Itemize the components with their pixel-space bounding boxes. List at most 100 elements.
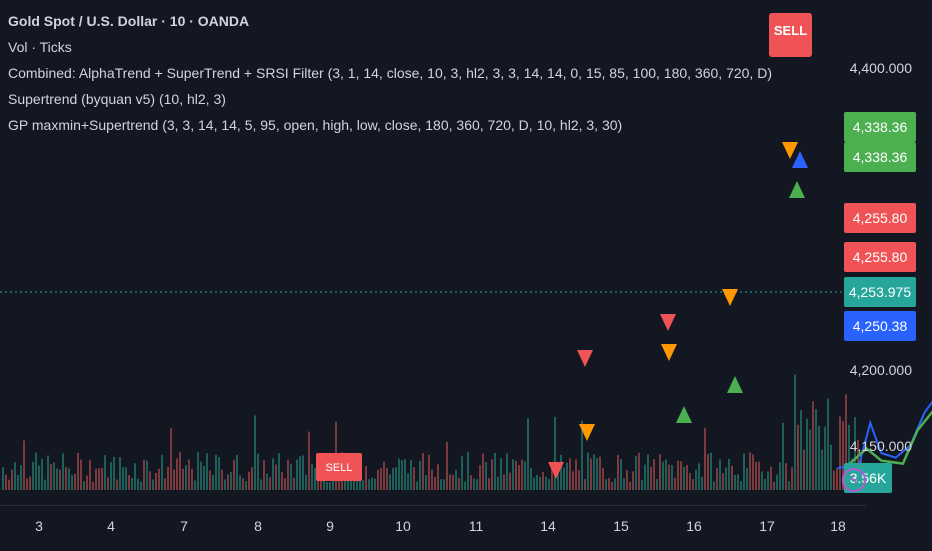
volume-bar bbox=[107, 477, 109, 490]
volume-bar bbox=[86, 475, 88, 490]
legend-gp-maxmin[interactable]: GP maxmin+Supertrend (3, 3, 14, 14, 5, 9… bbox=[8, 117, 623, 133]
volume-bar bbox=[722, 473, 724, 490]
volume-bar bbox=[53, 462, 55, 490]
volume-bar bbox=[515, 460, 517, 490]
volume-bar bbox=[707, 454, 709, 490]
x-tick-label: 4 bbox=[107, 518, 115, 534]
volume-bar bbox=[89, 459, 91, 490]
volume-bar bbox=[821, 449, 823, 490]
volume-bar bbox=[326, 481, 328, 490]
volume-bar bbox=[359, 474, 361, 490]
volume-bar bbox=[581, 420, 583, 490]
time-axis[interactable]: 3 4 7 8 9 10 11 14 15 16 17 18 bbox=[0, 505, 866, 551]
volume-bar bbox=[599, 456, 601, 490]
volume-bar bbox=[347, 472, 349, 490]
volume-bar bbox=[182, 468, 184, 490]
volume-bar bbox=[542, 471, 544, 490]
volume-bar bbox=[674, 477, 676, 490]
volume-bar bbox=[194, 480, 196, 490]
volume-bar bbox=[665, 459, 667, 490]
volume-bar bbox=[206, 453, 208, 490]
volume-bar bbox=[218, 457, 220, 490]
volume-bar bbox=[818, 425, 820, 490]
volume-bar bbox=[842, 421, 844, 490]
volume-bar bbox=[623, 478, 625, 490]
volume-bar bbox=[80, 459, 82, 490]
volume-bar bbox=[839, 416, 841, 490]
volume-bar bbox=[752, 454, 754, 490]
volume-bar bbox=[569, 458, 571, 490]
volume-bar bbox=[392, 468, 394, 490]
volume-bar bbox=[305, 474, 307, 490]
volume-bar bbox=[797, 424, 799, 490]
symbol-title[interactable]: Gold Spot / U.S. Dollar · 10 · OANDA bbox=[8, 13, 250, 29]
volume-bar bbox=[74, 473, 76, 490]
volume-bar bbox=[122, 467, 124, 490]
series-line-1 bbox=[844, 410, 932, 470]
volume-bar bbox=[200, 461, 202, 490]
volume-bar bbox=[758, 461, 760, 490]
volume-bar bbox=[461, 455, 463, 490]
series-line-0 bbox=[837, 400, 932, 470]
volume-bar bbox=[767, 471, 769, 490]
volume-bar bbox=[608, 477, 610, 490]
volume-bar bbox=[131, 477, 133, 490]
volume-bar bbox=[125, 467, 127, 490]
volume-bar bbox=[635, 455, 637, 490]
volume-bar bbox=[479, 465, 481, 490]
volume-bar bbox=[698, 463, 700, 490]
volume-bar bbox=[836, 468, 838, 490]
volume-bar bbox=[278, 453, 280, 490]
sell-signal-label-small: SELL bbox=[316, 453, 362, 481]
volume-bar bbox=[524, 461, 526, 490]
volume-bar bbox=[395, 467, 397, 490]
volume-bar bbox=[764, 478, 766, 490]
volume-bar bbox=[497, 476, 499, 490]
y-tick-label: 4,400.000 bbox=[849, 60, 912, 76]
volume-bar bbox=[668, 464, 670, 490]
volume-bar bbox=[92, 481, 94, 490]
x-tick-label: 14 bbox=[540, 518, 556, 534]
volume-bar bbox=[803, 449, 805, 490]
legend-supertrend[interactable]: Supertrend (byquan v5) (10, hl2, 3) bbox=[8, 91, 226, 107]
volume-bar bbox=[263, 460, 265, 490]
volume-bar bbox=[557, 466, 559, 490]
volume-bar bbox=[110, 462, 112, 490]
lightning-icon[interactable]: ϟ bbox=[842, 468, 866, 492]
volume-bar bbox=[701, 476, 703, 490]
volume-bar bbox=[611, 481, 613, 490]
volume-bar bbox=[704, 427, 706, 490]
volume-bar bbox=[740, 481, 742, 490]
x-tick-label: 3 bbox=[35, 518, 43, 534]
volume-bar bbox=[743, 453, 745, 490]
x-tick-label: 16 bbox=[686, 518, 702, 534]
price-label-red: 4,255.80 bbox=[844, 203, 916, 233]
volume-bar bbox=[431, 469, 433, 490]
volume-bar bbox=[530, 467, 532, 490]
volume-bar bbox=[731, 465, 733, 490]
volume-bar bbox=[161, 454, 163, 490]
volume-bar bbox=[785, 463, 787, 490]
volume-bar bbox=[368, 479, 370, 490]
volume-bar bbox=[413, 467, 415, 490]
legend-volume[interactable]: Vol · Ticks bbox=[8, 39, 72, 55]
volume-bar bbox=[293, 477, 295, 490]
volume-bar bbox=[455, 470, 457, 490]
volume-bar bbox=[737, 474, 739, 490]
volume-bar bbox=[677, 460, 679, 490]
volume-bar bbox=[695, 469, 697, 490]
volume-bar bbox=[299, 456, 301, 490]
volume-bar bbox=[68, 468, 70, 490]
volume-bar bbox=[38, 465, 40, 490]
volume-bar bbox=[719, 459, 721, 490]
volume-bar bbox=[266, 473, 268, 490]
volume-bar bbox=[170, 428, 172, 490]
volume-bar bbox=[746, 467, 748, 490]
sell-arrow-icon bbox=[722, 289, 738, 306]
volume-bar bbox=[488, 478, 490, 490]
volume-bar bbox=[371, 477, 373, 490]
x-tick-label: 9 bbox=[326, 518, 334, 534]
legend-combined-indicator[interactable]: Combined: AlphaTrend + SuperTrend + SRSI… bbox=[8, 65, 772, 81]
volume-bar bbox=[449, 474, 451, 490]
volume-bar bbox=[101, 467, 103, 490]
